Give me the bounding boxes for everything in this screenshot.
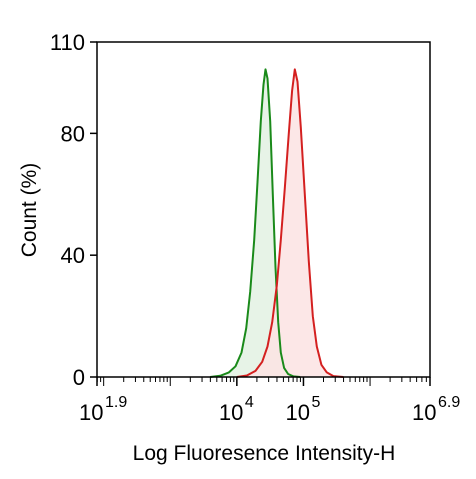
y-tick-label: 110	[50, 30, 85, 55]
series-2-fill	[236, 69, 344, 378]
y-tick-label: 40	[61, 243, 85, 268]
x-tick-label: 10	[219, 400, 243, 425]
y-tick-label: 80	[61, 121, 85, 146]
x-tick-exponent: 1.9	[105, 394, 127, 411]
y-tick-label: 0	[73, 365, 85, 390]
x-axis-title: Log Fluoresence Intensity-H	[133, 442, 396, 465]
series-1-line	[210, 68, 301, 378]
x-tick-label: 10	[285, 400, 309, 425]
series-layer	[210, 68, 344, 378]
series-1-fill	[210, 69, 301, 378]
x-minor-ticks	[96, 377, 427, 386]
plot-frame	[96, 41, 431, 378]
x-tick-label: 10	[412, 400, 436, 425]
x-tick-exponent: 6.9	[438, 394, 460, 411]
x-axis-ticks: 10 1.9 10 4 10 5 10 6.9	[79, 377, 460, 425]
y-axis-title: Count (%)	[18, 163, 41, 258]
x-tick-exponent: 5	[311, 394, 320, 411]
x-tick-label: 10	[79, 400, 103, 425]
x-tick-exponent: 4	[245, 394, 254, 411]
series-2-line	[236, 68, 344, 378]
y-axis-ticks: 0 40 80 110	[50, 30, 97, 390]
